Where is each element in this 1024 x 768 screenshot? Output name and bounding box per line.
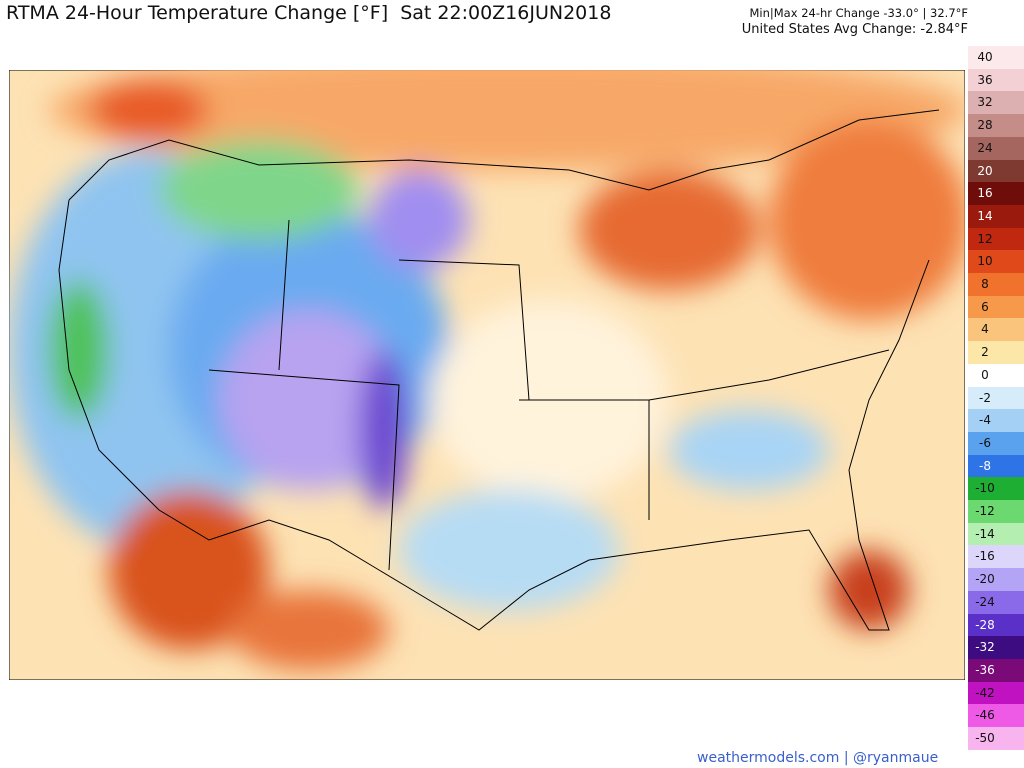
colorbar-label: -10 <box>975 481 995 496</box>
colorbar-swatch <box>968 613 1024 637</box>
colorbar-swatch <box>968 681 1024 705</box>
colorbar-label: 40 <box>977 50 993 64</box>
colorbar-swatch <box>968 386 1024 410</box>
colorbar-swatch <box>968 159 1024 183</box>
colorbar-swatch <box>968 727 1024 751</box>
colorbar-swatch <box>968 431 1024 456</box>
colorbar-swatch <box>968 295 1024 319</box>
colorbar-label: -2 <box>979 390 991 405</box>
colorbar-swatch <box>968 658 1024 683</box>
colorbar-swatch <box>968 136 1024 160</box>
colorbar-label: 24 <box>977 140 993 155</box>
colorbar-label: -46 <box>975 708 995 723</box>
colorbar-label: -50 <box>975 731 995 745</box>
colorbar-swatch <box>968 500 1024 524</box>
colorbar-label: -24 <box>975 594 995 609</box>
colorbar-label: -16 <box>975 549 995 564</box>
colorbar-swatch <box>968 704 1024 728</box>
colorbar-label: 32 <box>977 95 993 110</box>
colorbar-label: -4 <box>979 413 991 428</box>
colorbar-swatch <box>968 91 1024 115</box>
colorbar-swatch <box>968 46 1024 70</box>
temperature-field <box>9 70 965 670</box>
colorbar-swatch <box>968 341 1024 365</box>
colorbar-label: -36 <box>975 662 995 677</box>
title: RTMA 24-Hour Temperature Change [°F] Sat… <box>6 2 612 24</box>
colorbar-label: 28 <box>977 118 993 133</box>
colorbar-swatch <box>968 409 1024 433</box>
average: United States Avg Change: -2.84°F <box>741 22 968 37</box>
colorbar-swatch <box>968 273 1024 297</box>
colorbar-label: 0 <box>981 367 989 382</box>
colorbar-label: 6 <box>981 299 989 314</box>
colorbar-label: 2 <box>981 345 989 360</box>
colorbar-label: 4 <box>981 322 989 337</box>
colorbar-swatch <box>968 477 1024 501</box>
boundaries <box>58 109 940 631</box>
colorbar-label: 36 <box>977 72 993 87</box>
colorbar-swatch <box>968 318 1024 342</box>
colorbar-label: -20 <box>975 572 995 587</box>
colorbar-swatch <box>968 114 1024 138</box>
colorbar-label: -14 <box>975 526 995 541</box>
colorbar-swatch <box>968 363 1024 387</box>
colorbar-label: -8 <box>979 458 991 473</box>
colorbar-label: 16 <box>977 186 993 201</box>
colorbar-label: 10 <box>977 254 993 269</box>
colorbar-swatch <box>968 250 1024 274</box>
colorbar-swatch <box>968 590 1024 614</box>
colorbar-label: 8 <box>981 277 989 291</box>
colorbar-swatch <box>968 636 1024 660</box>
colorbar-swatch <box>968 454 1024 478</box>
colorbar-label: 14 <box>977 208 993 223</box>
colorbar-label: 12 <box>977 231 993 246</box>
footer: weathermodels.com | @ryanmaue <box>697 750 939 766</box>
colorbar-swatch <box>968 204 1024 229</box>
colorbar-swatch <box>968 227 1024 251</box>
colorbar-label: -28 <box>975 617 995 632</box>
colorbar-label: -12 <box>975 504 995 518</box>
colorbar-label: 20 <box>977 163 993 178</box>
colorbar: 40 36 32 28 24 20 16 14 12 10 8 6 4 2 0 -2 -4 -6 -8 -10 -12-… <box>968 46 1024 751</box>
colorbar-swatch <box>968 182 1024 206</box>
colorbar-swatch <box>968 568 1024 592</box>
colorbar-label: -6 <box>979 435 991 450</box>
map <box>9 70 965 680</box>
colorbar-swatch <box>968 522 1024 546</box>
colorbar-swatch <box>968 68 1024 92</box>
colorbar-swatch <box>968 545 1024 569</box>
minmax: Min|Max 24-hr Change -33.0° | 32.7°F <box>749 6 968 20</box>
colorbar-label: -42 <box>975 685 995 700</box>
colorbar-label: -32 <box>975 640 995 655</box>
